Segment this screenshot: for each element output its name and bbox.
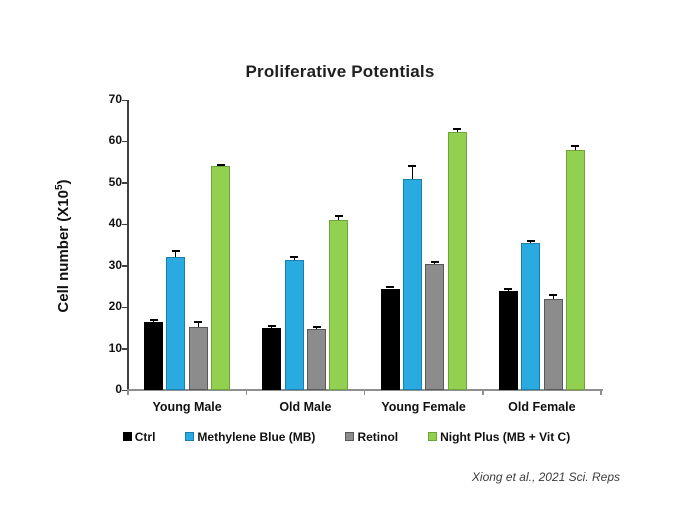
error-bar-line — [507, 288, 509, 291]
bar-retinol — [188, 326, 208, 390]
y-axis-title-text: Cell number (X10 — [55, 190, 72, 313]
error-bar-cap — [194, 320, 203, 323]
error-bar-line — [338, 216, 340, 221]
bar-night-plus-mb-vit-c — [211, 166, 231, 390]
legend-marker-methylene-blue-mb — [185, 432, 195, 441]
error-bar-cap — [453, 128, 462, 130]
legend-item: Ctrl — [122, 430, 156, 444]
legend-label: Night Plus (MB + Vit C) — [440, 430, 571, 444]
y-tick-mark — [122, 99, 127, 101]
error-bar-line — [197, 321, 199, 327]
error-bar-line — [574, 145, 576, 150]
legend: Ctrl Methylene Blue (MB) Retinol Night Plus… — [110, 430, 583, 444]
legend-marker-retinol — [345, 432, 355, 441]
legend-label: Ctrl — [134, 430, 156, 444]
bar-retinol — [307, 329, 327, 390]
y-tick-label: 10 — [108, 340, 122, 355]
x-tick-mark — [482, 390, 484, 395]
error-bar-line — [316, 327, 318, 330]
category-label: Young Male — [152, 400, 222, 414]
y-tick-mark — [122, 306, 127, 309]
legend-item: Methylene Blue (MB) — [185, 430, 315, 444]
error-bar-line — [411, 166, 413, 179]
error-bar-cap — [290, 256, 299, 258]
error-bar-line — [456, 129, 458, 132]
bar-night-plus-mb-vit-c — [447, 131, 467, 390]
category-label: Old Female — [508, 400, 576, 414]
y-tick-label: 70 — [108, 92, 122, 106]
bar-ctrl — [498, 290, 518, 390]
error-bar-line — [552, 294, 554, 299]
error-bar-cap — [312, 326, 321, 329]
x-tick-mark — [127, 390, 129, 395]
error-bar-line — [175, 251, 177, 258]
x-tick-mark — [600, 390, 602, 395]
y-tick-mark — [122, 389, 127, 391]
y-axis-line — [127, 100, 129, 391]
error-bar-cap — [171, 250, 180, 253]
y-axis-title: Cell number (X105) — [54, 146, 72, 346]
bar-ctrl — [262, 327, 282, 390]
legend-label: Retinol — [357, 430, 399, 444]
legend-item: Night Plus (MB + Vit C) — [428, 430, 570, 444]
error-bar-cap — [504, 287, 513, 290]
y-axis-title-suffix: ) — [55, 179, 72, 185]
bar-night-plus-mb-vit-c — [565, 149, 585, 390]
x-tick-mark — [363, 390, 366, 395]
y-tick-label: 30 — [108, 257, 122, 272]
y-tick-mark — [122, 265, 127, 267]
bar-night-plus-mb-vit-c — [329, 220, 349, 390]
error-bar-cap — [430, 260, 439, 263]
legend-marker-night-plus-mb-vit-c — [428, 432, 438, 441]
y-tick-label: 40 — [108, 216, 122, 231]
bar-methylene-blue-mb — [284, 260, 304, 390]
y-tick-label: 0 — [115, 382, 122, 396]
error-bar-cap — [267, 325, 276, 328]
legend-marker-ctrl — [122, 432, 132, 441]
legend-label: Methylene Blue (MB) — [197, 430, 316, 444]
bar-methylene-blue-mb — [402, 178, 422, 390]
error-bar-cap — [408, 165, 417, 168]
chart-title: Proliferative Potentials — [245, 62, 435, 81]
x-tick-mark — [245, 390, 247, 395]
error-bar-cap — [216, 164, 225, 167]
error-bar-cap — [386, 285, 395, 288]
error-bar-cap — [571, 144, 580, 147]
category-label: Young Female — [381, 400, 466, 414]
bar-methylene-blue-mb — [521, 242, 541, 390]
category-label: Old Male — [279, 400, 332, 414]
bar-retinol — [543, 298, 563, 390]
error-bar-cap — [549, 293, 558, 296]
bar-retinol — [425, 264, 445, 390]
error-bar-cap — [149, 319, 158, 322]
y-tick-mark — [122, 223, 127, 226]
y-tick-label: 50 — [108, 174, 122, 189]
y-tick-mark — [122, 140, 127, 143]
y-tick-label: 60 — [108, 133, 122, 148]
y-tick-mark — [122, 348, 127, 350]
error-bar-line — [293, 257, 295, 261]
bar-ctrl — [380, 288, 400, 390]
plot-area: 0 10 20 30 40 50 60 70 Young Male Old Male Young F… — [109, 92, 603, 414]
legend-item: Retinol — [345, 430, 398, 444]
error-bar-cap — [526, 240, 535, 243]
caption: Xiong et al., 2021 Sci. Reps — [471, 470, 620, 484]
bar-ctrl — [144, 321, 164, 390]
y-tick-label: 20 — [108, 299, 122, 314]
y-tick-mark — [122, 182, 127, 184]
bar-methylene-blue-mb — [166, 257, 186, 390]
y-axis-title-sup: 5 — [54, 184, 65, 191]
error-bar-line — [434, 261, 436, 265]
error-bar-cap — [334, 215, 343, 217]
